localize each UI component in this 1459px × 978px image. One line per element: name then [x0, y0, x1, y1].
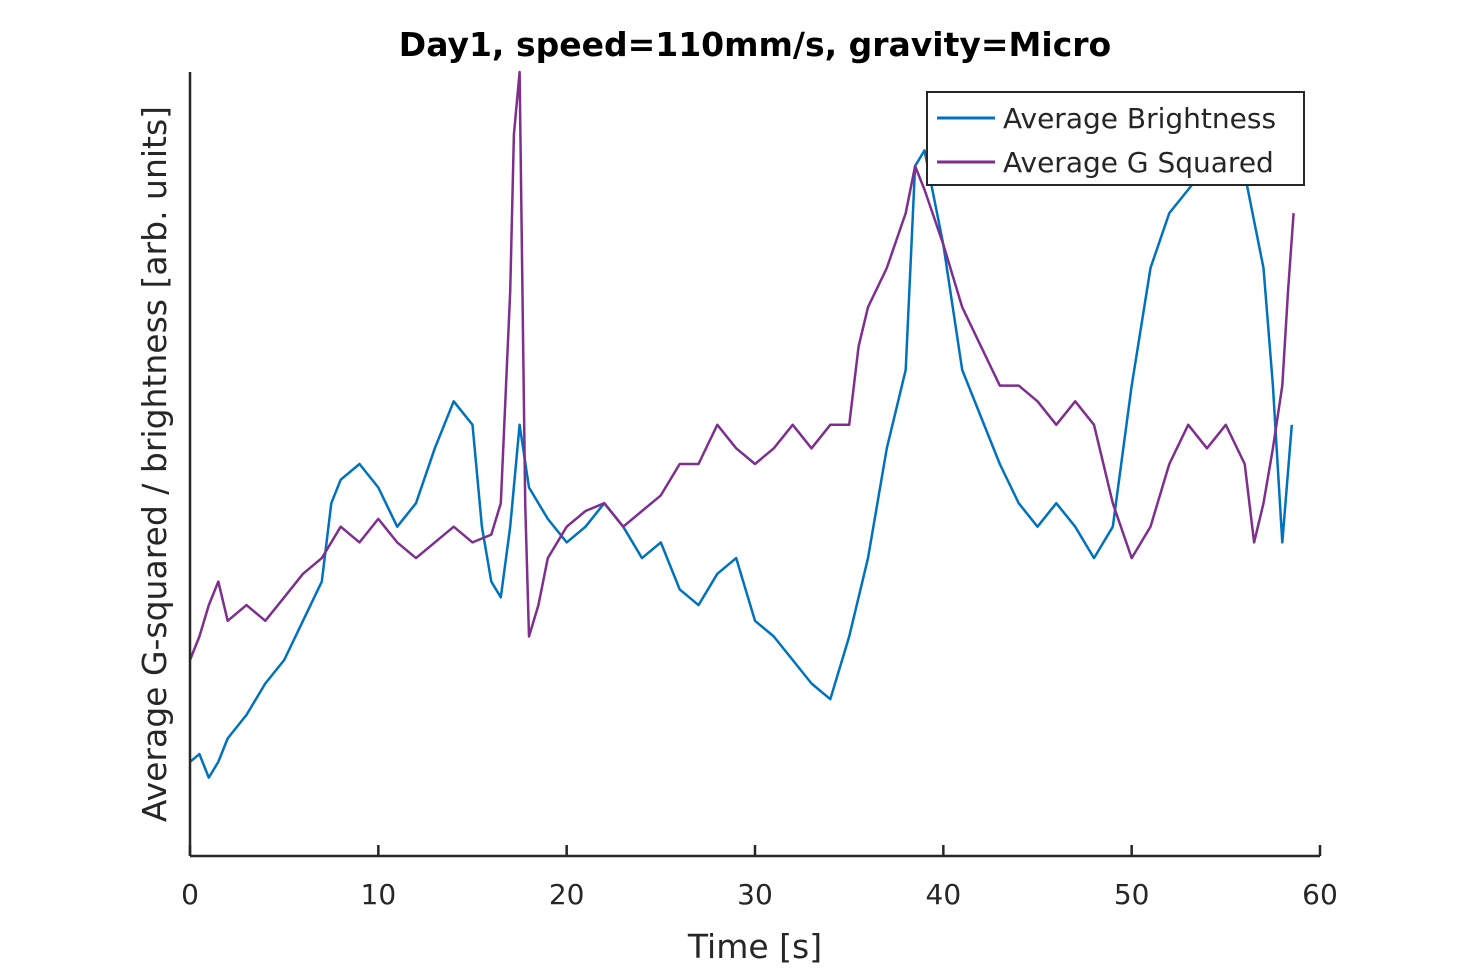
x-tick-label: 60 [1302, 878, 1338, 911]
series-line-average-g-squared [188, 70, 1295, 661]
x-tick-label: 30 [737, 878, 773, 911]
x-tick-label: 0 [181, 878, 199, 911]
x-ticks: 0 10 20 30 40 50 60 [181, 845, 1338, 911]
x-tick-label: 10 [361, 878, 397, 911]
x-tick-label: 50 [1114, 878, 1150, 911]
series-layer [188, 70, 1295, 779]
y-axis-label: Average G-squared / brightness [arb. uni… [135, 106, 174, 822]
x-tick-label: 40 [926, 878, 962, 911]
legend-label-average-brightness: Average Brightness [1003, 102, 1276, 135]
x-axis-label: Time [s] [687, 927, 822, 966]
series-line-average-brightness [189, 149, 1294, 779]
chart-title: Day1, speed=110mm/s, gravity=Micro [399, 25, 1111, 64]
legend-label-average-g-squared: Average G Squared [1003, 146, 1274, 179]
legend-box [926, 91, 1305, 186]
legend: Average Brightness Average G Squared [926, 91, 1305, 186]
x-tick-label: 20 [549, 878, 585, 911]
